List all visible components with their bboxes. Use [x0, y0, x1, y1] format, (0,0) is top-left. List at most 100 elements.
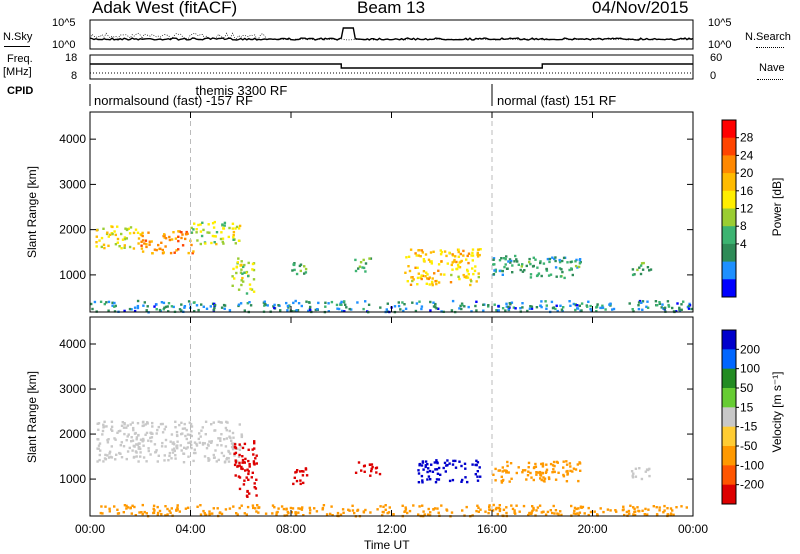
velocity-cell	[183, 422, 186, 426]
power-cell	[409, 248, 413, 251]
velocity-cell	[251, 471, 254, 474]
velocity-cell	[145, 431, 149, 435]
velocity-cell	[631, 474, 634, 478]
velocity-cell	[541, 462, 545, 465]
power-cell	[443, 250, 447, 253]
power-cell	[632, 310, 635, 313]
power-cell	[509, 261, 512, 264]
velocity-colorbar-swatch	[722, 388, 736, 408]
power-cell	[251, 262, 255, 266]
power-cell	[120, 247, 123, 250]
velocity-cell	[420, 464, 424, 467]
velocity-cell	[541, 464, 545, 467]
velocity-cell	[102, 460, 105, 463]
power-cell	[455, 267, 458, 271]
power-cell	[407, 255, 411, 258]
power-cell	[526, 309, 529, 313]
power-cell	[587, 300, 590, 303]
velocity-cell	[275, 511, 278, 514]
velocity-cell	[498, 509, 502, 513]
power-cell	[132, 231, 136, 235]
power-cell	[430, 280, 434, 284]
velocity-cell	[198, 441, 201, 444]
velocity-cell	[348, 509, 351, 512]
velocity-cell	[142, 439, 145, 442]
velocity-cell	[524, 469, 527, 472]
power-cell	[553, 257, 556, 261]
power-colorbar-swatch	[722, 155, 736, 174]
velocity-cell	[170, 507, 173, 510]
velocity-cell	[246, 505, 250, 509]
velocity-cell	[96, 460, 99, 463]
velocity-cell	[253, 442, 256, 445]
velocity-cell	[157, 454, 160, 457]
power-cell	[293, 268, 296, 272]
velocity-cell	[155, 449, 158, 452]
velocity-panel-bg	[90, 317, 693, 516]
velocity-colorbar-tick-label: 15	[740, 400, 754, 414]
velocity-cell	[212, 453, 215, 457]
velocity-cell	[97, 447, 100, 450]
power-cell	[416, 276, 420, 280]
velocity-cell	[495, 506, 498, 510]
velocity-cell	[294, 471, 297, 474]
noise-sky-label: N.Sky	[3, 31, 33, 43]
power-cell	[512, 306, 516, 309]
velocity-cell	[141, 503, 144, 507]
power-cell	[451, 253, 454, 256]
velocity-cell	[680, 505, 683, 508]
velocity-cell	[255, 462, 258, 465]
velocity-cell	[131, 504, 134, 507]
velocity-cell	[117, 430, 121, 433]
velocity-cell	[434, 468, 437, 471]
velocity-cell	[526, 474, 530, 477]
power-cell	[460, 307, 463, 311]
velocity-cell	[529, 471, 532, 475]
velocity-cell	[543, 480, 546, 483]
velocity-cell	[108, 507, 111, 510]
velocity-cell	[231, 443, 235, 447]
power-cell	[680, 308, 683, 311]
noise-tick-0-right: 10^0	[708, 39, 732, 51]
velocity-cell	[98, 442, 102, 445]
power-cell	[521, 306, 524, 309]
power-cell	[687, 307, 691, 310]
power-cell	[397, 301, 400, 304]
power-cell	[369, 257, 373, 260]
velocity-cell	[234, 461, 238, 464]
velocity-cell	[502, 508, 506, 511]
velocity-cell	[198, 432, 201, 435]
velocity-cell	[178, 423, 181, 427]
power-cell	[232, 236, 235, 239]
velocity-cell	[421, 479, 424, 482]
power-cell	[272, 305, 275, 308]
velocity-cell	[280, 505, 284, 508]
velocity-cell	[243, 479, 246, 482]
velocity-cell	[98, 458, 101, 462]
velocity-cell	[505, 511, 508, 515]
power-cell	[103, 302, 106, 306]
velocity-cell	[217, 420, 220, 423]
velocity-cell	[157, 425, 160, 429]
power-cell	[295, 309, 298, 312]
velocity-cell	[571, 470, 574, 473]
power-cell	[183, 306, 186, 309]
power-colorbar-swatch	[722, 173, 736, 192]
power-cell	[667, 303, 670, 307]
velocity-cell	[141, 512, 144, 516]
velocity-cell	[166, 513, 169, 516]
velocity-cell	[296, 469, 299, 472]
velocity-cell	[254, 487, 258, 490]
velocity-cell	[193, 448, 196, 451]
velocity-cell	[384, 508, 387, 511]
velocity-cell	[471, 463, 474, 466]
power-cell	[631, 273, 635, 277]
power-cell	[148, 243, 151, 246]
velocity-cell	[544, 471, 548, 474]
power-cell	[293, 262, 296, 265]
power-cell	[503, 265, 506, 269]
power-cell	[200, 303, 203, 306]
velocity-cell	[360, 469, 363, 472]
power-cell	[458, 266, 462, 269]
power-cell	[140, 233, 143, 237]
